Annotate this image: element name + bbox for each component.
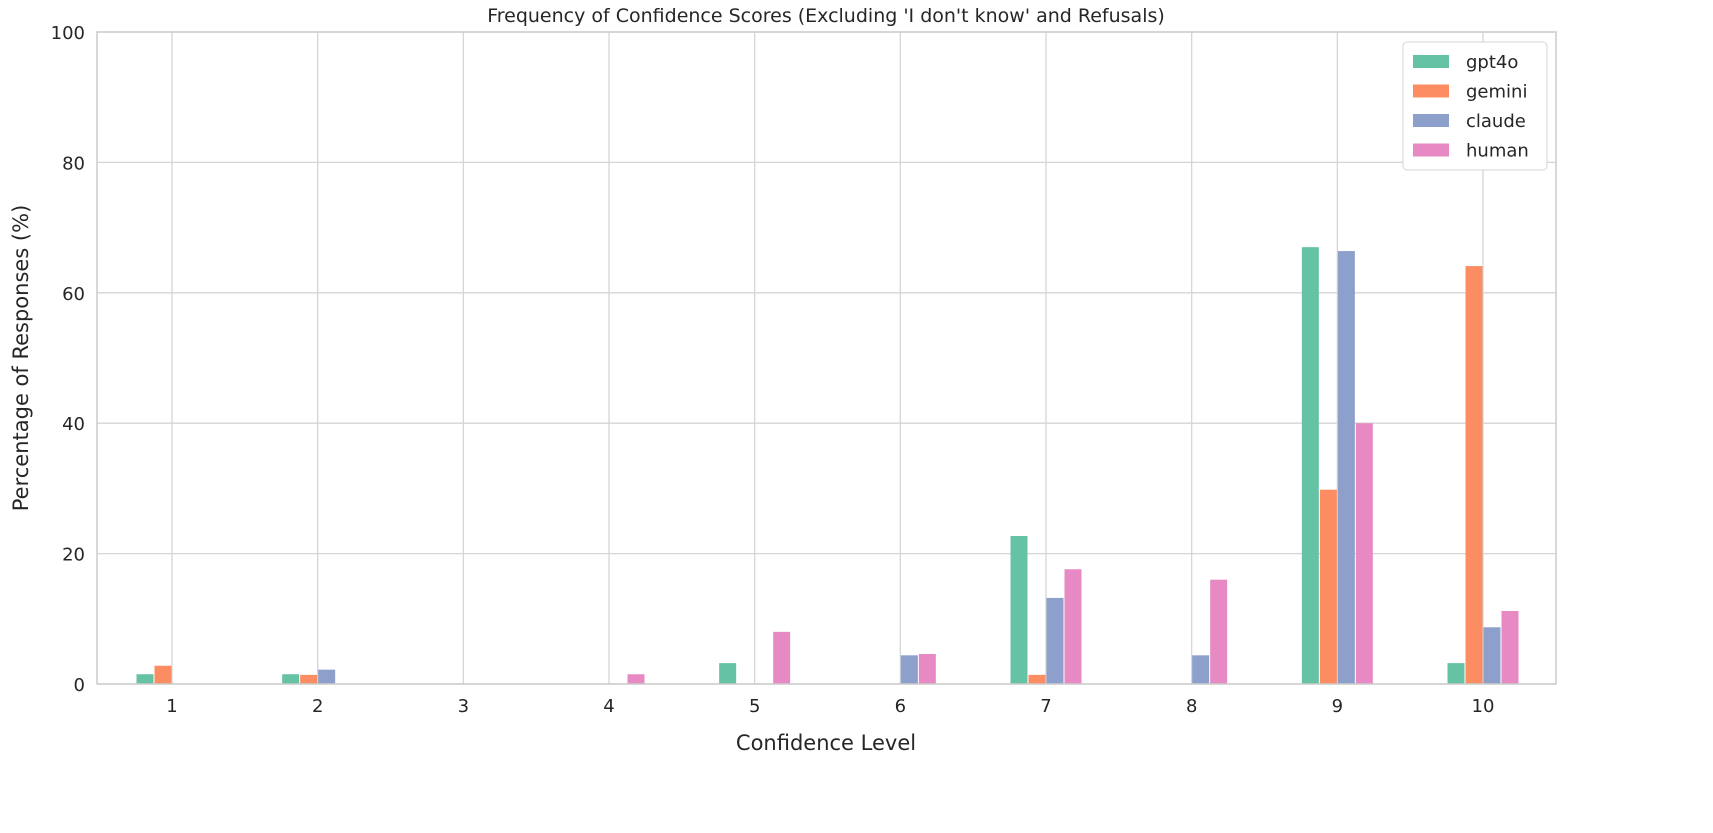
y-tick-label: 80 — [62, 153, 85, 174]
legend-box — [1402, 41, 1548, 171]
y-tick-label: 60 — [62, 284, 85, 305]
chart-title: Frequency of Confidence Scores (Excludin… — [487, 5, 1165, 27]
bar-human-5 — [773, 631, 791, 684]
bar-claude-2 — [318, 669, 336, 684]
x-tick-label: 1 — [166, 696, 177, 717]
bar-claude-8 — [1192, 655, 1210, 684]
bar-gemini-2 — [300, 674, 318, 684]
bar-gpt4o-7 — [1010, 535, 1028, 684]
x-tick-label: 7 — [1040, 696, 1051, 717]
legend-swatch-claude — [1413, 114, 1449, 127]
x-tick-label: 6 — [895, 696, 906, 717]
x-tick-label: 2 — [312, 696, 323, 717]
bar-claude-9 — [1337, 251, 1355, 684]
grid — [97, 31, 1556, 685]
bar-human-6 — [918, 654, 936, 684]
legend-label-gpt4o: gpt4o — [1466, 52, 1518, 73]
y-axis-label: Percentage of Responses (%) — [9, 205, 33, 512]
bar-human-8 — [1210, 579, 1228, 684]
bar-claude-10 — [1483, 627, 1501, 684]
bar-gemini-7 — [1028, 674, 1046, 684]
bar-gpt4o-1 — [136, 674, 154, 684]
bar-human-7 — [1064, 569, 1082, 684]
y-tick-label: 20 — [62, 545, 85, 566]
y-ticks: 0 20 40 60 80 100 — [51, 23, 85, 696]
x-tick-label: 5 — [749, 696, 760, 717]
bar-human-9 — [1355, 423, 1373, 684]
legend: gpt4o gemini claude human — [1402, 41, 1548, 171]
bar-claude-6 — [900, 655, 918, 684]
bar-gemini-9 — [1319, 489, 1337, 684]
bar-gpt4o-9 — [1301, 247, 1319, 684]
bar-gemini-10 — [1465, 266, 1483, 684]
x-ticks: 1 2 3 4 5 6 7 8 9 10 — [166, 696, 1494, 717]
plot-frame — [96, 31, 1557, 685]
bar-gpt4o-10 — [1447, 663, 1465, 684]
legend-label-human: human — [1466, 141, 1529, 162]
bars — [136, 247, 1519, 684]
legend-swatch-human — [1413, 143, 1449, 157]
x-tick-label: 9 — [1332, 696, 1343, 717]
legend-swatch-gemini — [1413, 84, 1449, 98]
y-tick-label: 100 — [51, 23, 85, 44]
legend-label-gemini: gemini — [1466, 82, 1527, 103]
x-tick-label: 8 — [1186, 696, 1197, 717]
legend-swatch-gpt4o — [1413, 55, 1449, 68]
bar-gpt4o-5 — [719, 663, 737, 684]
y-tick-label: 40 — [62, 414, 85, 435]
bar-claude-7 — [1046, 597, 1064, 684]
legend-label-claude: claude — [1466, 111, 1526, 132]
bar-gpt4o-2 — [282, 674, 300, 684]
bar-human-4 — [627, 674, 645, 684]
x-axis-label: Confidence Level — [736, 731, 916, 755]
bar-gemini-1 — [154, 665, 172, 684]
x-tick-label: 10 — [1472, 696, 1495, 717]
bar-human-10 — [1501, 610, 1519, 684]
x-tick-label: 4 — [603, 696, 614, 717]
y-tick-label: 0 — [74, 675, 85, 696]
x-tick-label: 3 — [458, 696, 469, 717]
